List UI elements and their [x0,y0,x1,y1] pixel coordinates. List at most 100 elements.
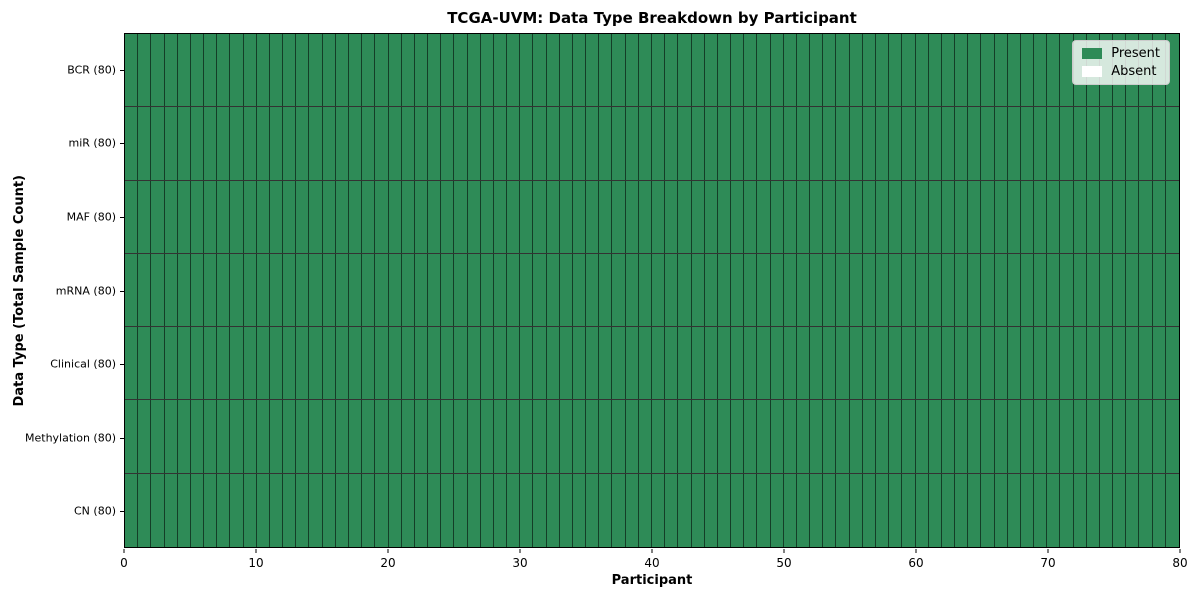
heatmap-cell [1086,473,1100,547]
heatmap-cell [941,327,956,400]
heatmap-cell [243,473,257,547]
heatmap-cell [572,473,587,547]
heatmap-cell [1113,107,1127,180]
heatmap-cell [902,400,916,473]
heatmap-cell [586,400,600,473]
heatmap-cell [164,180,178,253]
heatmap-cell [665,253,679,327]
heatmap-row-maf [125,180,1179,254]
heatmap-cell [362,180,376,253]
heatmap-cell [968,327,982,400]
x-tick-mark [783,549,785,553]
heatmap-cell [862,107,876,180]
heatmap-cell [1034,473,1048,547]
heatmap-cell [875,473,890,547]
x-tick-mark [1179,549,1181,553]
heatmap-cell [1007,473,1021,547]
heatmap-cell [283,253,297,327]
heatmap-cell [731,107,745,180]
heatmap-cell [889,253,903,327]
heatmap-cell [902,107,916,180]
heatmap-cell [612,400,626,473]
heatmap-cell [1034,180,1048,253]
heatmap-cell [875,180,890,253]
heatmap-cell [1073,253,1087,327]
heatmap-cell [902,34,916,107]
heatmap-cell [612,253,626,327]
heatmap-cell [335,180,349,253]
heatmap-cell [941,400,956,473]
heatmap-cell [928,400,942,473]
heatmap-cell [638,473,652,547]
heatmap-cell [889,473,903,547]
heatmap-cell [625,180,639,253]
heatmap-cell [204,327,218,400]
heatmap-cell [638,400,652,473]
heatmap-cell [480,400,494,473]
heatmap-cell [586,327,600,400]
heatmap-cell [770,34,784,107]
heatmap-cell [348,327,363,400]
heatmap-cell [612,107,626,180]
heatmap-cell [1047,327,1061,400]
heatmap-cell [717,473,732,547]
heatmap-cell [994,253,1008,327]
heatmap-cell [388,180,402,253]
heatmap-cell [744,253,758,327]
heatmap-cell [441,180,455,253]
heatmap-cell [625,400,639,473]
heatmap-cell [125,180,139,253]
heatmap-cell [401,107,415,180]
heatmap-cell [1060,400,1074,473]
x-tick-mark [651,549,653,553]
heatmap-cell [546,34,560,107]
heatmap-cell [1165,253,1179,327]
heatmap-cell [994,34,1008,107]
heatmap-cell [757,327,771,400]
heatmap-cell [586,473,600,547]
x-tick-mark [123,549,125,553]
heatmap-cell [520,400,534,473]
heatmap-cell [1165,400,1179,473]
heatmap-cell [796,107,811,180]
heatmap-cell [862,253,876,327]
heatmap-cell [388,107,402,180]
heatmap-cell [1073,180,1087,253]
heatmap-cell [678,34,692,107]
heatmap-cell [204,253,218,327]
heatmap-cell [968,253,982,327]
heatmap-cell [507,327,521,400]
heatmap-cell [138,34,152,107]
heatmap-cell [269,327,284,400]
heatmap-cell [388,400,402,473]
heatmap-cell [177,34,191,107]
heatmap-cell [981,327,995,400]
heatmap-cell [1060,327,1074,400]
heatmap-cell [283,327,297,400]
heatmap-cell [493,253,508,327]
heatmap-cell [1034,400,1048,473]
heatmap-cell [493,180,508,253]
heatmap-cell [599,400,613,473]
heatmap-cell [849,180,863,253]
heatmap-cell [467,400,481,473]
heatmap-cell [335,327,349,400]
heatmap-cell [230,400,244,473]
heatmap-cell [955,180,969,253]
heatmap-cell [678,400,692,473]
heatmap-cell [467,327,481,400]
heatmap-cell [428,473,442,547]
heatmap-cell [322,180,336,253]
heatmap-cell [204,34,218,107]
heatmap-cell [296,400,310,473]
heatmap-cell [1007,107,1021,180]
heatmap-cell [810,107,824,180]
heatmap-cell [151,253,165,327]
heatmap-cell [441,253,455,327]
heatmap-cell [652,107,666,180]
heatmap-cell [1034,253,1048,327]
heatmap-cell [625,473,639,547]
heatmap-cell [283,400,297,473]
heatmap-cell [454,473,468,547]
heatmap-cell [889,400,903,473]
